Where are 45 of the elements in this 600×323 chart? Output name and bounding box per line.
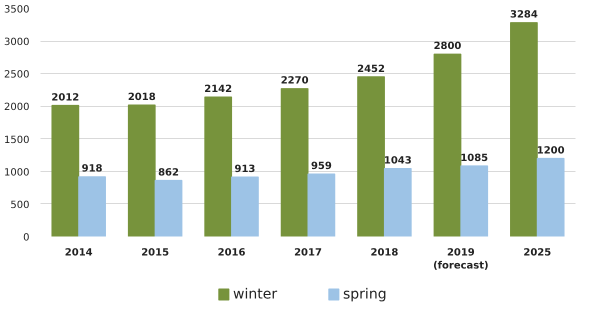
y-tick-label: 2000 [4, 102, 30, 114]
bar [51, 104, 80, 236]
bar [434, 54, 462, 236]
data-label: 918 [82, 164, 103, 175]
x-tick-label: 2014 [64, 248, 93, 258]
bar [510, 22, 538, 236]
bar [78, 176, 106, 236]
y-tick-label: 1500 [4, 134, 30, 146]
data-label: 2012 [51, 92, 80, 104]
y-tick-label: 3000 [4, 37, 30, 48]
data-label: 2142 [204, 84, 232, 95]
bar [460, 165, 488, 236]
data-label: 2452 [357, 64, 386, 75]
x-tick-label: 2018 [370, 248, 398, 258]
bar [231, 176, 259, 236]
y-tick-label: 3500 [4, 4, 30, 16]
y-tick-label: 1000 [4, 167, 30, 178]
data-label: 862 [158, 167, 179, 178]
x-tick-label: 2019 (forecast) [433, 248, 489, 272]
legend-label: spring [343, 286, 387, 302]
data-label: 1085 [460, 152, 488, 164]
bar [308, 174, 336, 236]
data-label: 959 [310, 161, 332, 172]
bar [357, 76, 385, 236]
legend-label: winter [233, 286, 278, 302]
bar [204, 96, 232, 236]
data-label: 1043 [384, 156, 412, 167]
data-label: 3284 [510, 10, 538, 21]
data-label: 2018 [128, 92, 156, 104]
bar [384, 168, 412, 236]
data-label: 1200 [536, 145, 565, 156]
x-tick-label: 2017 [294, 248, 322, 258]
bar [280, 88, 308, 236]
y-tick-label: 2500 [4, 70, 30, 81]
x-tick-label: 2016 [218, 248, 246, 258]
data-label: 2270 [280, 76, 309, 87]
data-label: 913 [234, 164, 256, 176]
x-tick-label: 2025 [523, 248, 552, 258]
bar [128, 104, 156, 236]
bar [536, 158, 565, 236]
data-label: 2800 [434, 41, 462, 52]
x-tick-label: 2015 [141, 248, 170, 258]
y-tick-label: 500 [10, 200, 30, 211]
y-tick-label: 0 [23, 232, 30, 244]
bar [154, 180, 182, 236]
